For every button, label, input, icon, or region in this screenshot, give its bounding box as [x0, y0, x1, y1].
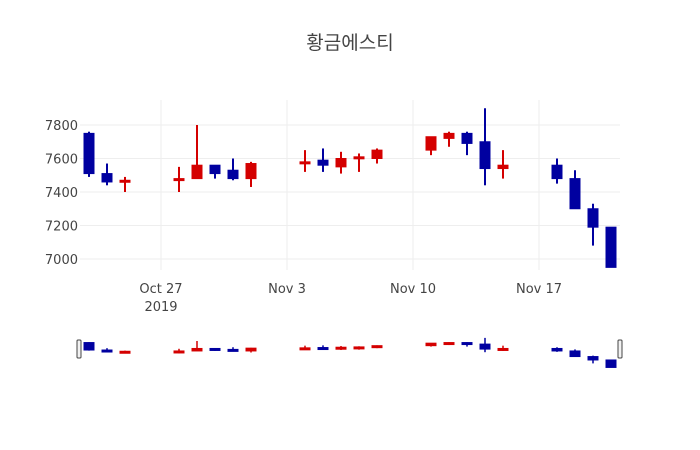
candle[interactable] [587, 355, 599, 364]
candle[interactable] [461, 342, 473, 347]
y-tick-label: 7600 [45, 153, 78, 168]
candle[interactable] [191, 125, 203, 180]
candle[interactable] [191, 341, 203, 352]
y-axis: 7000 7200 7400 7600 7800 [45, 119, 78, 268]
gridlines [80, 100, 620, 270]
candle[interactable] [101, 163, 113, 186]
y-tick-label: 7000 [45, 253, 78, 268]
candle[interactable] [605, 359, 617, 368]
candle[interactable] [605, 226, 617, 268]
candle[interactable] [317, 345, 329, 351]
candle[interactable] [425, 342, 437, 347]
candle[interactable] [425, 136, 437, 156]
candle[interactable] [299, 345, 311, 351]
candle[interactable] [371, 148, 383, 164]
candle[interactable] [173, 166, 185, 192]
candle[interactable] [317, 148, 329, 172]
candle[interactable] [479, 108, 491, 186]
range-slider-right-handle[interactable] [617, 339, 623, 359]
range-slider-left-handle[interactable] [76, 339, 82, 359]
candle[interactable] [551, 158, 563, 184]
candle[interactable] [353, 153, 365, 172]
candle[interactable] [479, 337, 491, 353]
y-tick-label: 7800 [45, 119, 78, 134]
candle[interactable] [209, 347, 221, 351]
candle[interactable] [83, 131, 95, 177]
candle[interactable] [497, 150, 509, 179]
candle[interactable] [119, 176, 131, 192]
candle[interactable] [371, 345, 383, 349]
x-tick-label: Nov 3 [268, 282, 306, 297]
candle[interactable] [83, 342, 95, 351]
candle[interactable] [119, 350, 131, 354]
y-tick-label: 7400 [45, 186, 78, 201]
x-axis: Oct 27 2019 Nov 3 Nov 10 Nov 17 [139, 282, 562, 315]
x-tick-label: Nov 10 [390, 282, 436, 297]
candle[interactable] [569, 170, 581, 210]
range-slider-candles [83, 337, 617, 368]
x-tick-label: Oct 27 [139, 282, 182, 297]
candle[interactable] [353, 346, 365, 350]
candle[interactable] [299, 150, 311, 172]
candle[interactable] [497, 345, 509, 351]
chart-title: 황금에스티 [306, 32, 394, 54]
candles-main[interactable] [83, 108, 617, 268]
candle[interactable] [101, 348, 113, 353]
candle[interactable] [173, 348, 185, 354]
candle[interactable] [443, 131, 455, 147]
candle[interactable] [335, 151, 347, 174]
candle[interactable] [569, 349, 581, 358]
candle[interactable] [245, 161, 257, 187]
range-slider[interactable] [76, 337, 623, 368]
candle[interactable] [551, 347, 563, 352]
candle[interactable] [245, 347, 257, 353]
x-tick-label: Nov 17 [516, 282, 562, 297]
candle[interactable] [461, 131, 473, 156]
candle[interactable] [209, 164, 221, 179]
y-tick-label: 7200 [45, 220, 78, 235]
candle[interactable] [227, 347, 239, 352]
candle[interactable] [587, 203, 599, 246]
candle[interactable] [227, 158, 239, 181]
candle[interactable] [443, 342, 455, 346]
x-tick-year-label: 2019 [144, 300, 177, 315]
candle[interactable] [335, 345, 347, 351]
